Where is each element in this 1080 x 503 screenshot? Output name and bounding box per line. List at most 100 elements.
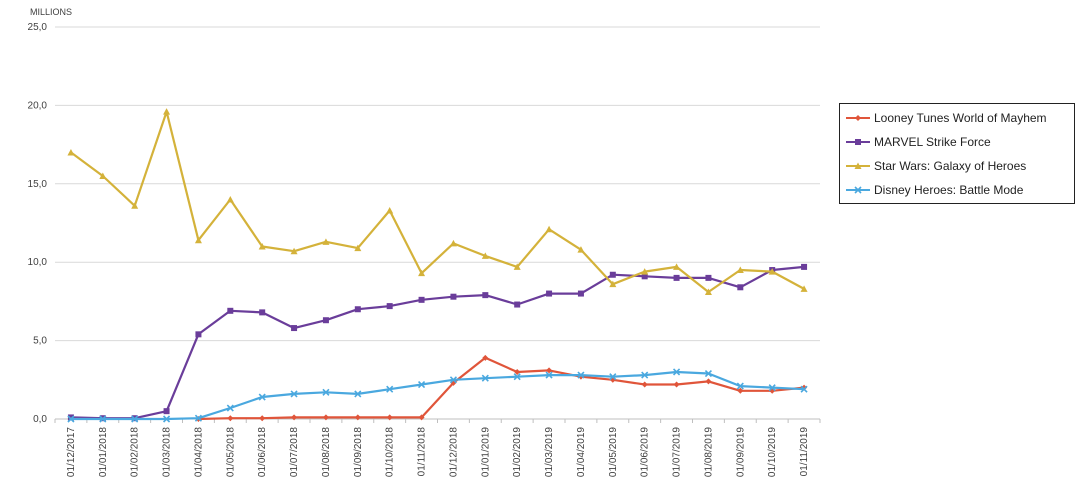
data-point [450,293,457,300]
data-point [418,269,426,277]
data-point [513,373,521,381]
y-axis-ticks: 0,0 5,0 10,0 15,0 20,0 25,0 [28,22,48,425]
data-point [354,414,361,421]
legend-item-looney-tunes[interactable]: Looney Tunes World of Mayhem [840,108,1074,128]
series-2 [67,108,808,295]
data-point [226,404,234,412]
y-tick-label: 0,0 [33,414,47,425]
series [67,108,808,423]
data-point [290,390,298,398]
data-point [258,393,266,401]
x-tick-label: 01/06/2019 [640,427,651,477]
data-point [163,108,171,115]
data-point [482,354,489,361]
data-point [290,247,298,255]
data-point [737,284,744,291]
legend: Looney Tunes World of Mayhem MARVEL Stri… [839,103,1075,204]
series-line [70,370,805,421]
data-point [768,384,776,392]
data-point [800,385,808,393]
data-point [194,414,203,422]
data-point [736,266,744,274]
x-tick-label: 01/01/2019 [480,427,491,477]
x-tick-label: 01/04/2018 [193,427,204,477]
data-point [195,331,202,338]
data-point [609,271,616,278]
data-point [259,309,266,316]
y-unit-label: MILLIONS [30,7,72,17]
x-tick-label: 01/01/2018 [98,427,109,477]
data-point [227,415,234,422]
x-tick-label: 01/07/2018 [289,427,300,477]
data-point [641,273,648,280]
data-point [386,303,393,310]
data-point [546,290,553,297]
x-tick-label: 01/05/2018 [225,427,236,477]
data-point [131,202,139,209]
x-tick-label: 01/04/2019 [576,427,587,477]
data-point [67,148,75,156]
data-point [514,368,521,375]
data-point [259,415,266,422]
data-point [418,296,425,303]
data-point [418,414,425,421]
data-point [609,280,617,288]
data-point [194,236,202,244]
data-point [641,371,649,379]
x-tick-label: 01/12/2018 [448,427,459,477]
data-point [672,368,681,376]
gridlines [55,26,820,420]
x-tick-label: 01/11/2018 [417,427,428,477]
legend-item-marvel[interactable]: MARVEL Strike Force [840,132,1074,152]
legend-item-disney-heroes[interactable]: Disney Heroes: Battle Mode [840,180,1074,200]
data-point [162,415,171,423]
data-point [354,244,362,252]
data-point [577,246,585,253]
series-line [198,356,805,421]
data-point [291,414,298,421]
data-point [768,268,776,275]
data-point [737,387,744,394]
data-point [705,274,712,281]
data-point [545,225,553,233]
x-tick-label: 01/02/2018 [130,427,141,477]
data-point [322,317,329,324]
data-point [800,285,808,292]
data-point [481,252,489,259]
x-tick-label: 01/12/2017 [66,427,77,477]
data-point [67,415,75,423]
data-point [449,239,457,247]
data-point [258,243,266,250]
legend-item-star-wars[interactable]: Star Wars: Galaxy of Heroes [840,156,1074,176]
data-point [546,367,553,374]
data-point [705,378,712,385]
x-tick-label: 01/03/2018 [162,427,173,477]
x-tick-label: 01/11/2019 [799,427,810,477]
y-tick-label: 10,0 [28,257,48,268]
x-tick-label: 01/09/2019 [735,427,746,477]
x-tick-label: 01/05/2019 [608,427,619,477]
data-point [322,388,330,396]
data-point [577,371,585,379]
x-tick-label: 01/09/2018 [353,427,364,477]
data-point [513,263,521,270]
data-point [291,325,298,332]
data-point [67,414,74,421]
data-point [386,385,394,393]
legend-swatch-icon [846,186,870,194]
data-point [226,195,234,203]
x-tick-label: 01/10/2019 [767,427,778,477]
data-point [673,381,680,388]
data-point [577,290,584,297]
data-point [163,408,170,415]
data-point [545,371,553,379]
data-point [641,381,648,388]
data-point [704,288,712,295]
x-tick-label: 01/02/2019 [512,427,523,477]
x-tick-label: 01/06/2018 [257,427,268,477]
data-point [801,263,808,270]
y-tick-label: 25,0 [28,22,48,33]
series-1 [67,263,808,422]
data-point [481,374,489,382]
data-point [99,172,107,179]
